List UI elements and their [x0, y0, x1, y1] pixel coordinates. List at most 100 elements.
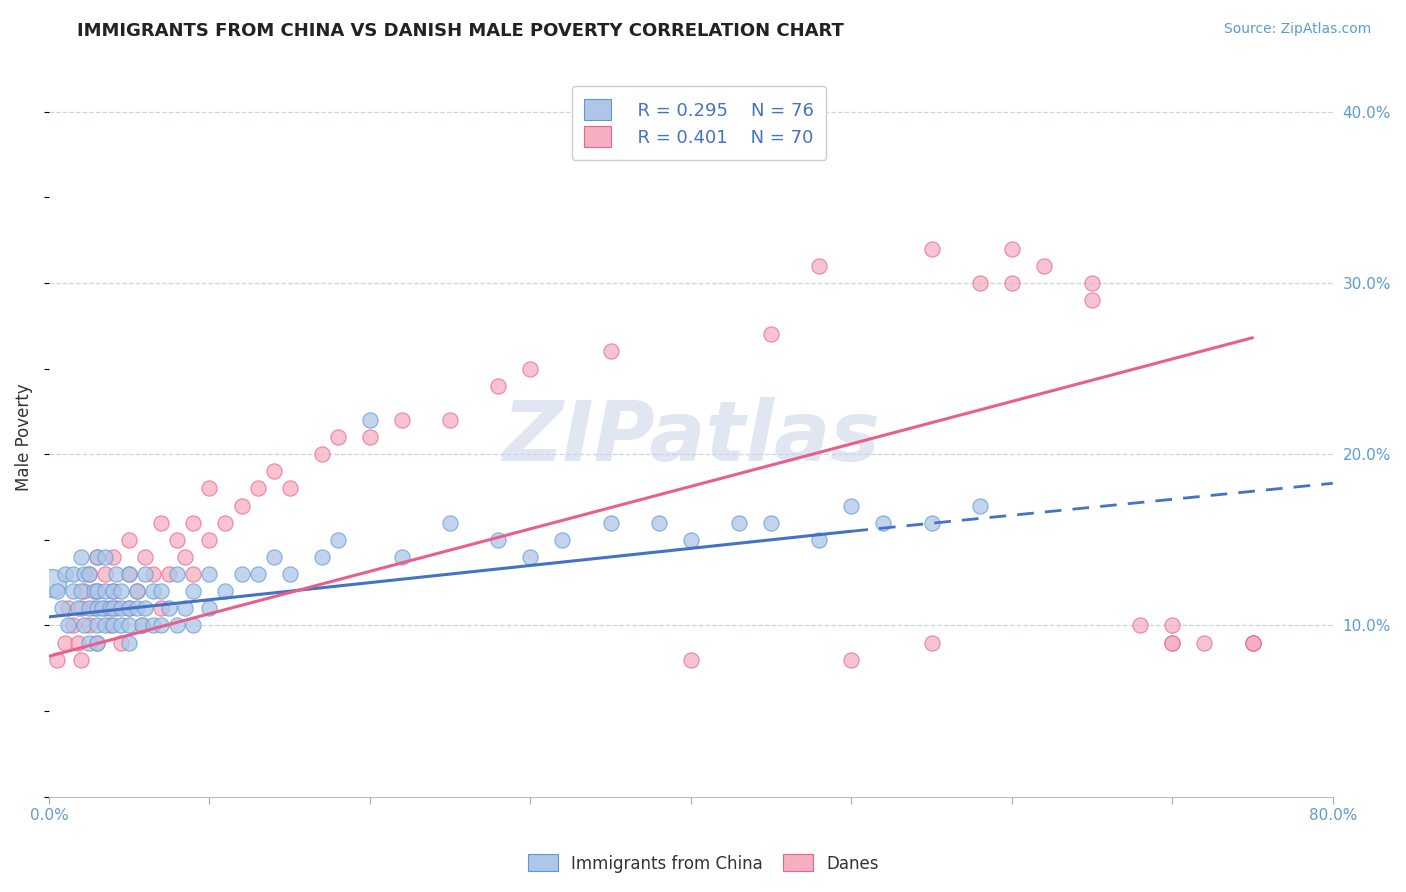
Point: [150, 618, 173, 632]
Point: [519, 361, 541, 376]
Point: [391, 549, 413, 564]
Point: [311, 447, 333, 461]
Point: [134, 601, 156, 615]
Point: [127, 584, 149, 599]
Point: [110, 635, 132, 649]
Point: [118, 533, 141, 547]
Point: [214, 584, 236, 599]
Point: [70, 601, 93, 615]
Point: [391, 413, 413, 427]
Point: [648, 516, 671, 530]
Point: [166, 533, 188, 547]
Point: [86, 618, 108, 632]
Point: [1081, 276, 1104, 290]
Point: [134, 567, 156, 582]
Point: [1241, 635, 1264, 649]
Point: [969, 499, 991, 513]
Point: [86, 584, 108, 599]
Point: [150, 584, 173, 599]
Point: [872, 516, 894, 530]
Point: [110, 584, 132, 599]
Point: [1241, 635, 1264, 649]
Point: [439, 413, 461, 427]
Y-axis label: Male Poverty: Male Poverty: [15, 384, 32, 491]
Point: [150, 516, 173, 530]
Point: [183, 516, 205, 530]
Point: [53, 635, 76, 649]
Point: [759, 327, 782, 342]
Point: [1161, 618, 1184, 632]
Point: [326, 430, 349, 444]
Point: [98, 618, 121, 632]
Point: [127, 601, 149, 615]
Point: [101, 549, 124, 564]
Point: [118, 567, 141, 582]
Point: [66, 635, 89, 649]
Point: [94, 601, 117, 615]
Point: [62, 567, 84, 582]
Point: [157, 601, 180, 615]
Point: [166, 618, 188, 632]
Point: [841, 499, 863, 513]
Point: [841, 653, 863, 667]
Point: [231, 567, 253, 582]
Point: [70, 653, 93, 667]
Point: [131, 618, 153, 632]
Point: [311, 549, 333, 564]
Point: [263, 464, 285, 478]
Point: [51, 601, 73, 615]
Point: [278, 567, 301, 582]
Point: [278, 482, 301, 496]
Point: [1032, 259, 1054, 273]
Point: [86, 635, 108, 649]
Point: [101, 584, 124, 599]
Point: [246, 482, 269, 496]
Point: [198, 601, 221, 615]
Point: [263, 549, 285, 564]
Point: [359, 413, 381, 427]
Legend: Immigrants from China, Danes: Immigrants from China, Danes: [520, 847, 886, 880]
Point: [73, 567, 96, 582]
Point: [921, 516, 943, 530]
Point: [127, 584, 149, 599]
Point: [183, 584, 205, 599]
Point: [183, 618, 205, 632]
Point: [77, 618, 100, 632]
Point: [83, 601, 105, 615]
Point: [921, 242, 943, 256]
Point: [326, 533, 349, 547]
Point: [98, 601, 121, 615]
Point: [439, 516, 461, 530]
Point: [808, 259, 831, 273]
Point: [1194, 635, 1216, 649]
Point: [73, 584, 96, 599]
Point: [1241, 635, 1264, 649]
Point: [486, 378, 509, 392]
Point: [599, 344, 621, 359]
Point: [679, 533, 702, 547]
Point: [246, 567, 269, 582]
Point: [808, 533, 831, 547]
Point: [101, 618, 124, 632]
Point: [70, 549, 93, 564]
Point: [110, 601, 132, 615]
Point: [77, 635, 100, 649]
Point: [969, 276, 991, 290]
Point: [58, 601, 80, 615]
Point: [90, 601, 112, 615]
Point: [41, 575, 63, 590]
Point: [486, 533, 509, 547]
Point: [1161, 635, 1184, 649]
Text: Source: ZipAtlas.com: Source: ZipAtlas.com: [1223, 22, 1371, 37]
Point: [118, 601, 141, 615]
Point: [86, 549, 108, 564]
Point: [150, 601, 173, 615]
Point: [359, 430, 381, 444]
Point: [86, 584, 108, 599]
Point: [86, 549, 108, 564]
Point: [77, 601, 100, 615]
Point: [118, 618, 141, 632]
Point: [94, 584, 117, 599]
Point: [77, 567, 100, 582]
Point: [94, 618, 117, 632]
